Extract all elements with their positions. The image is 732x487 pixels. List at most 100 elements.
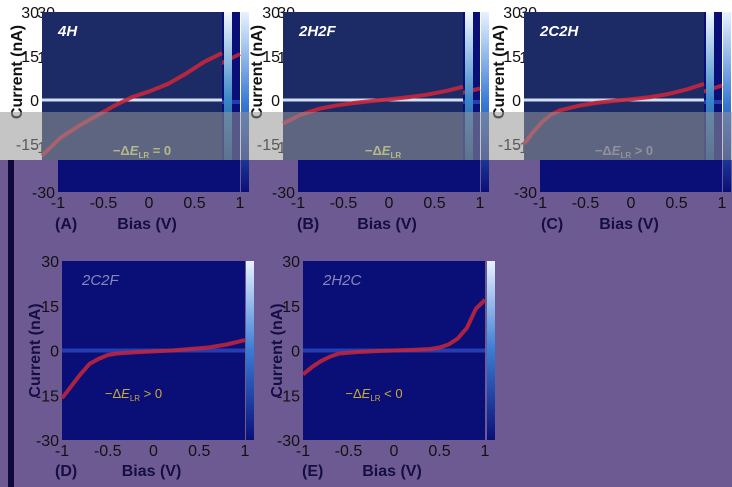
y-axis-label: Current (nA) (269, 303, 286, 397)
left-frame-bar (8, 160, 14, 487)
y-tick-label: 30 (21, 5, 39, 22)
y-axis-label: Current (nA) (9, 25, 26, 119)
y-tick-label: -15 (257, 137, 280, 154)
x-tick-label: 0.5 (183, 195, 205, 212)
annotation-e: E (612, 143, 621, 158)
colorbar (706, 12, 714, 160)
annotation-sub: LR (620, 151, 631, 160)
annotation-delta: −Δ (113, 143, 130, 158)
y-tick-label: 30 (503, 5, 521, 22)
x-tick-label: -0.5 (330, 195, 358, 212)
x-tick-label: 0 (149, 443, 158, 460)
x-axis-label: Bias (V) (122, 463, 182, 480)
colorbar (465, 12, 473, 160)
y-tick-label: 15 (262, 49, 280, 66)
x-tick-label: 1 (481, 443, 490, 460)
x-tick-label: -0.5 (90, 195, 118, 212)
colorbar (481, 12, 489, 192)
annotation-sub: LR (138, 151, 149, 160)
y-tick-label: 0 (291, 344, 300, 361)
panel-label: (A) (55, 216, 77, 233)
panel-label: (D) (55, 463, 77, 480)
y-axis-label: Current (nA) (27, 303, 44, 397)
y-tick-label: -15 (36, 388, 59, 405)
annotation-rel: > 0 (631, 143, 653, 158)
x-tick-label: -1 (55, 443, 69, 460)
x-tick-label: -1 (296, 443, 310, 460)
y-axis-label: Current (nA) (491, 25, 508, 119)
x-tick-label: 0.5 (428, 443, 450, 460)
annotation-e: E (130, 143, 139, 158)
colorbar (241, 12, 249, 192)
x-axis-label: Bias (V) (362, 463, 422, 480)
x-tick-label: 0 (145, 195, 154, 212)
x-tick-label: 1 (236, 195, 245, 212)
colorbar (224, 12, 232, 160)
x-tick-label: 1 (241, 443, 250, 460)
annotation-rel: > 0 (140, 386, 162, 401)
x-tick-label: 1 (718, 195, 727, 212)
annotation-delta: −Δ (595, 143, 612, 158)
x-tick-label: 0 (385, 195, 394, 212)
panel-title: 2H2F (298, 23, 337, 40)
y-tick-label: 30 (262, 5, 280, 22)
y-tick-label: 15 (21, 49, 39, 66)
y-tick-label: 0 (50, 344, 59, 361)
x-tick-label: -0.5 (94, 443, 122, 460)
x-axis-label: Bias (V) (117, 216, 177, 233)
colorbar (723, 12, 731, 192)
panel-title: 4H (57, 23, 78, 40)
x-tick-label: 1 (476, 195, 485, 212)
panel-label: (B) (297, 216, 319, 233)
annotation-delta: −Δ (345, 386, 362, 401)
x-tick-label: -0.5 (572, 195, 600, 212)
x-tick-label: -1 (533, 195, 547, 212)
iv-curve (282, 84, 464, 126)
x-tick-label: -1 (51, 195, 65, 212)
y-tick-label: 0 (512, 93, 521, 110)
panel-title: 2C2F (81, 272, 120, 289)
colorbar (246, 261, 254, 440)
y-tick-label: 15 (41, 299, 59, 316)
panel-label: (E) (302, 463, 323, 480)
delta-e-annotation: −ΔELR < 0 (345, 386, 402, 403)
annotation-e: E (362, 386, 371, 401)
annotation-e: E (121, 386, 130, 401)
annotation-e: E (382, 143, 391, 158)
iv-curve (301, 298, 487, 376)
y-tick-label: -15 (16, 137, 39, 154)
colorbar (487, 261, 495, 440)
y-tick-label: 15 (503, 49, 521, 66)
panel-d: 30 15 0 -15 -30-1 -0.5 0 0.5 1 Bias (V) (D) Current… (27, 254, 254, 480)
y-tick-label: -30 (277, 433, 300, 450)
y-tick-label: -30 (32, 185, 55, 202)
y-tick-label: -15 (277, 388, 300, 405)
panel-title: 2H2C (322, 272, 362, 289)
x-tick-label: -0.5 (335, 443, 363, 460)
y-axis-label: Current (nA) (249, 25, 266, 119)
x-tick-label: 0 (627, 195, 636, 212)
iv-curve (60, 338, 246, 400)
annotation-sub: LR (370, 394, 380, 403)
delta-e-annotation: −ΔELR > 0 (105, 386, 162, 403)
annotation-delta: −Δ (105, 386, 122, 401)
y-tick-label: -15 (498, 137, 521, 154)
y-tick-label: -30 (272, 185, 295, 202)
panel-title: 2C2H (539, 23, 580, 40)
x-axis-label: Bias (V) (599, 216, 659, 233)
annotation-sub: LR (130, 394, 140, 403)
panel-label: (C) (541, 216, 563, 233)
annotation-delta: −Δ (365, 143, 382, 158)
x-tick-label: 0.5 (665, 195, 687, 212)
y-tick-label: 0 (271, 93, 280, 110)
x-tick-label: 0 (390, 443, 399, 460)
x-tick-label: -1 (291, 195, 305, 212)
y-tick-label: 30 (282, 254, 300, 271)
annotation-sub: LR (390, 151, 401, 160)
y-tick-label: -30 (36, 433, 59, 450)
y-tick-label: 15 (282, 299, 300, 316)
annotation-rel: = 0 (149, 143, 171, 158)
panel-e: 30 15 0 -15 -30-1 -0.5 0 0.5 1 Bias (V) (E) Current… (269, 254, 495, 480)
x-axis-label: Bias (V) (357, 216, 417, 233)
